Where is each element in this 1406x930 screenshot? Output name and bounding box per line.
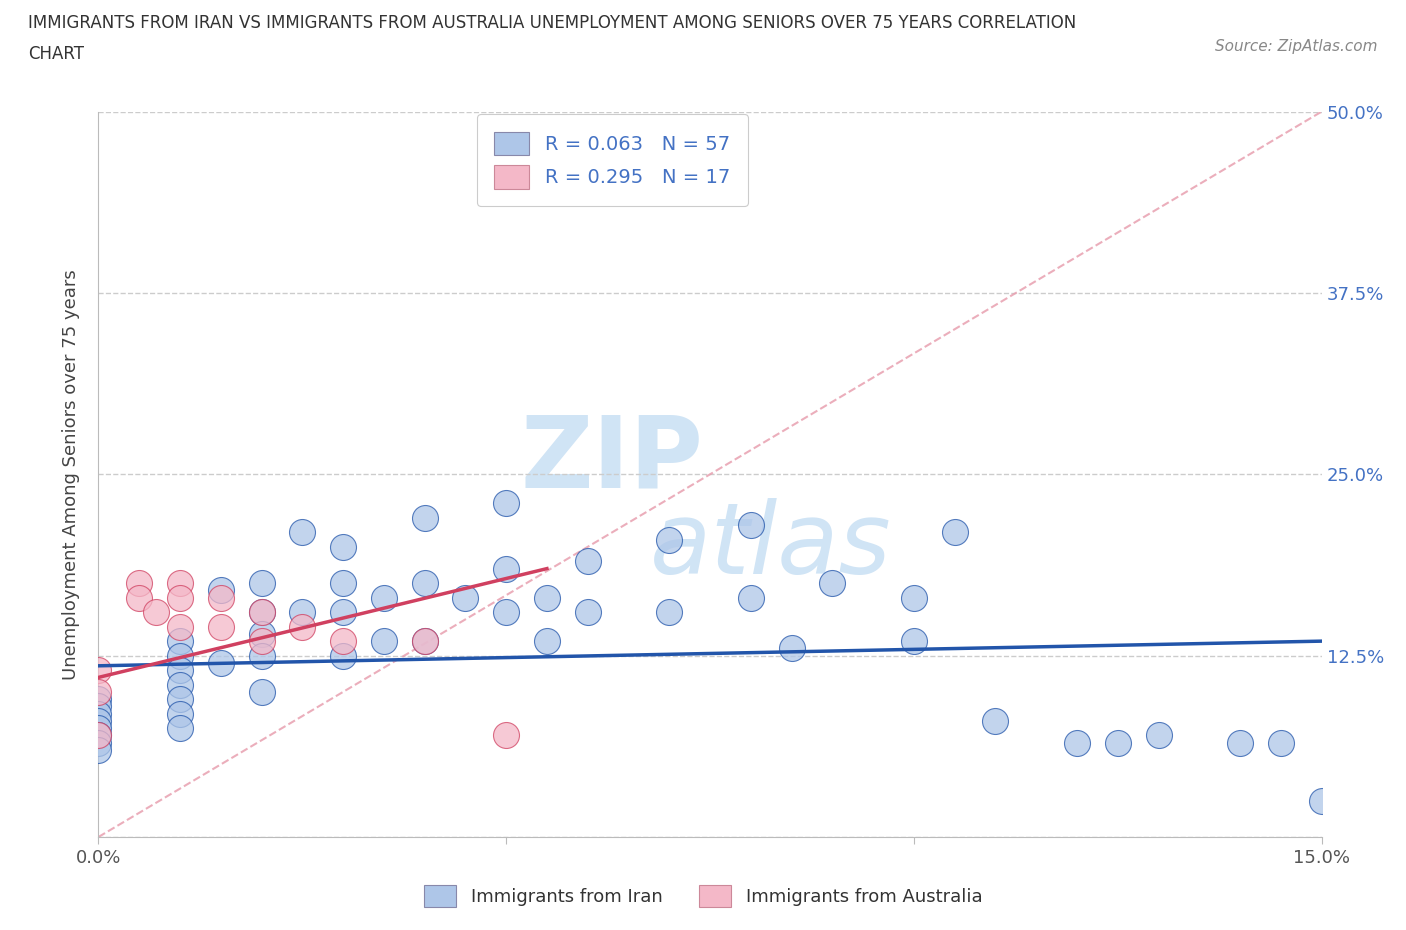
Point: [495, 604, 517, 619]
Point: [495, 728, 517, 743]
Point: [332, 539, 354, 554]
Point: [373, 633, 395, 648]
Point: [413, 633, 436, 648]
Point: [145, 604, 167, 619]
Point: [332, 604, 354, 619]
Point: [332, 633, 354, 648]
Point: [740, 591, 762, 605]
Point: [658, 532, 681, 547]
Point: [87, 713, 110, 728]
Point: [495, 561, 517, 576]
Point: [250, 576, 273, 591]
Text: IMMIGRANTS FROM IRAN VS IMMIGRANTS FROM AUSTRALIA UNEMPLOYMENT AMONG SENIORS OVE: IMMIGRANTS FROM IRAN VS IMMIGRANTS FROM …: [28, 14, 1077, 32]
Point: [169, 633, 191, 648]
Point: [87, 663, 110, 678]
Point: [169, 677, 191, 692]
Point: [209, 656, 232, 671]
Point: [169, 721, 191, 736]
Point: [169, 706, 191, 721]
Point: [984, 713, 1007, 728]
Point: [576, 554, 599, 569]
Point: [209, 619, 232, 634]
Point: [250, 604, 273, 619]
Point: [128, 576, 150, 591]
Point: [658, 604, 681, 619]
Point: [536, 591, 558, 605]
Point: [291, 619, 314, 634]
Point: [943, 525, 966, 539]
Point: [87, 706, 110, 721]
Point: [903, 591, 925, 605]
Point: [87, 736, 110, 751]
Text: CHART: CHART: [28, 45, 84, 62]
Point: [373, 591, 395, 605]
Point: [250, 604, 273, 619]
Point: [209, 583, 232, 598]
Point: [209, 591, 232, 605]
Point: [1310, 793, 1333, 808]
Point: [1147, 728, 1170, 743]
Point: [332, 648, 354, 663]
Point: [1066, 736, 1088, 751]
Point: [169, 576, 191, 591]
Point: [780, 641, 803, 656]
Point: [250, 648, 273, 663]
Point: [1107, 736, 1129, 751]
Text: Source: ZipAtlas.com: Source: ZipAtlas.com: [1215, 39, 1378, 54]
Point: [903, 633, 925, 648]
Point: [291, 604, 314, 619]
Text: ZIP: ZIP: [520, 411, 703, 509]
Point: [250, 684, 273, 699]
Point: [576, 604, 599, 619]
Point: [413, 576, 436, 591]
Point: [87, 692, 110, 707]
Point: [169, 591, 191, 605]
Point: [87, 699, 110, 714]
Point: [413, 511, 436, 525]
Point: [332, 576, 354, 591]
Legend: Immigrants from Iran, Immigrants from Australia: Immigrants from Iran, Immigrants from Au…: [415, 876, 991, 916]
Point: [250, 633, 273, 648]
Point: [291, 525, 314, 539]
Point: [87, 721, 110, 736]
Point: [87, 742, 110, 757]
Point: [169, 648, 191, 663]
Point: [1229, 736, 1251, 751]
Point: [169, 663, 191, 678]
Point: [169, 692, 191, 707]
Point: [413, 633, 436, 648]
Text: atlas: atlas: [651, 498, 891, 595]
Point: [536, 633, 558, 648]
Point: [821, 576, 844, 591]
Point: [740, 518, 762, 533]
Point: [169, 619, 191, 634]
Y-axis label: Unemployment Among Seniors over 75 years: Unemployment Among Seniors over 75 years: [62, 269, 80, 680]
Point: [454, 591, 477, 605]
Point: [87, 728, 110, 743]
Legend: R = 0.063   N = 57, R = 0.295   N = 17: R = 0.063 N = 57, R = 0.295 N = 17: [477, 114, 748, 206]
Point: [495, 496, 517, 511]
Point: [1270, 736, 1292, 751]
Point: [250, 627, 273, 642]
Point: [87, 728, 110, 743]
Point: [128, 591, 150, 605]
Point: [87, 684, 110, 699]
